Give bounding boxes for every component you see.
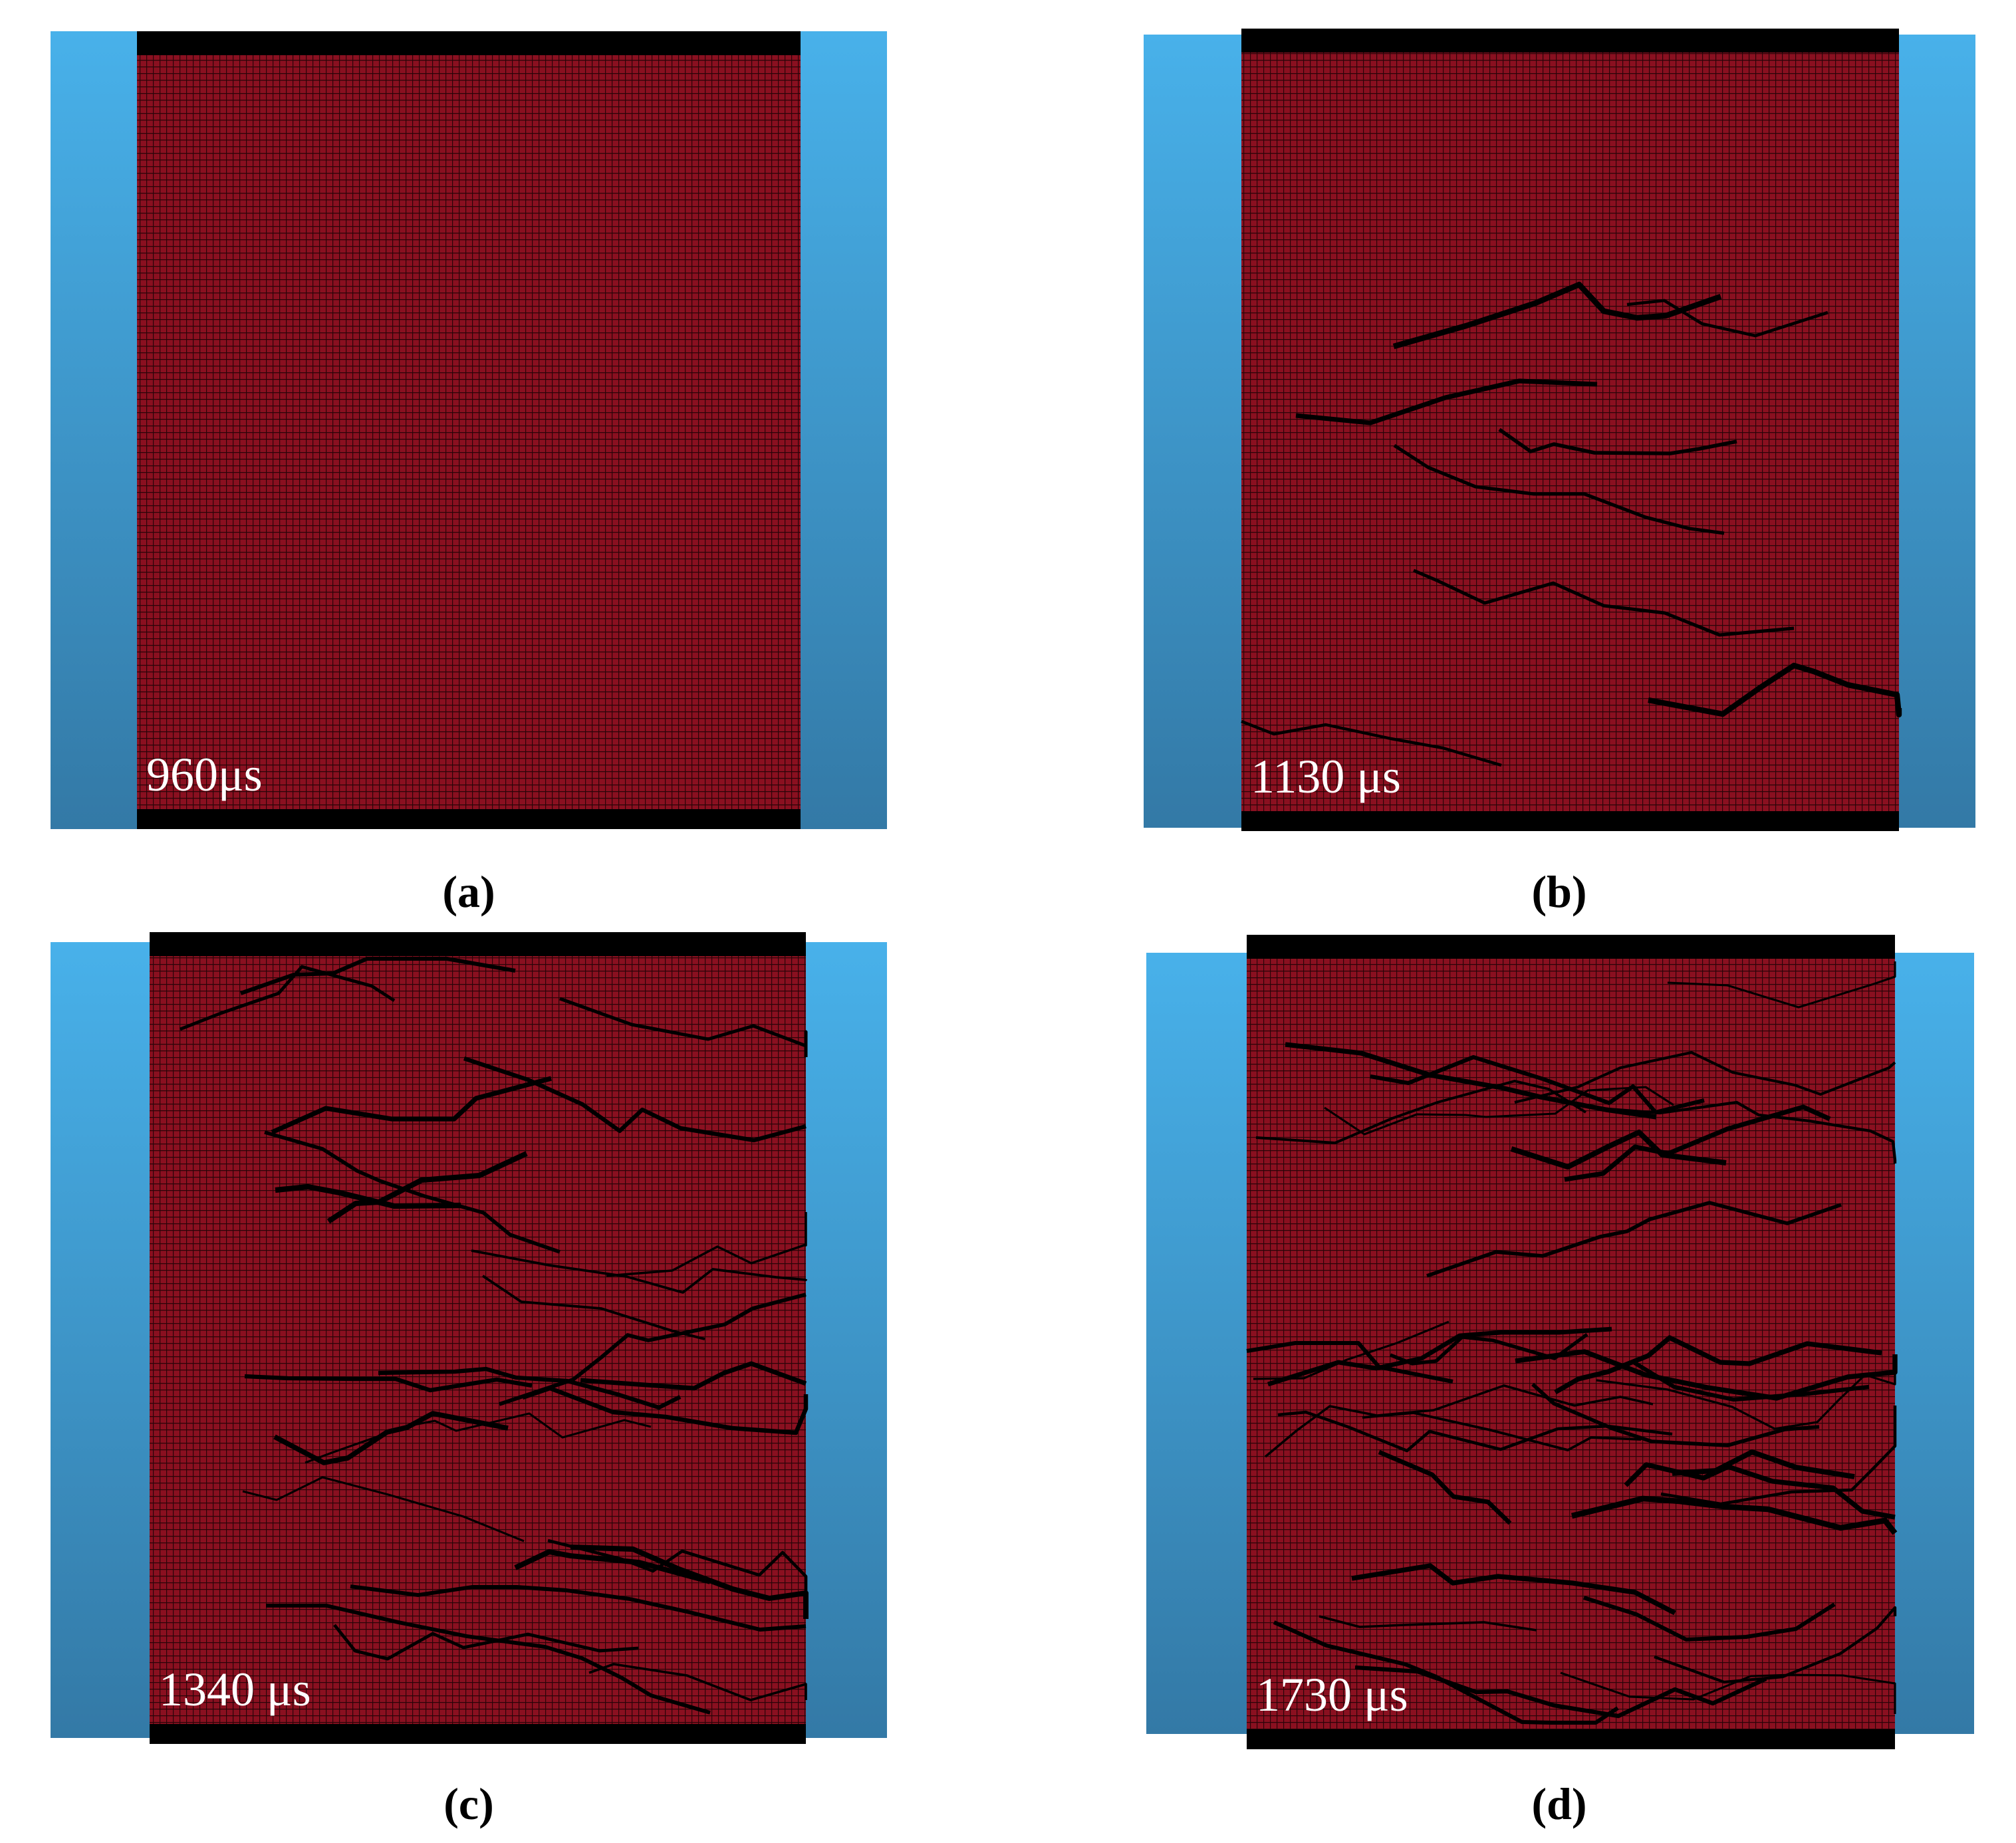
crack xyxy=(1319,1615,1537,1632)
crack xyxy=(1255,1080,1587,1144)
crack xyxy=(1531,1382,1820,1447)
crack xyxy=(1624,1462,1896,1520)
crack xyxy=(606,1212,807,1277)
crack xyxy=(1498,428,1737,455)
specimen-edge-bottom xyxy=(137,809,801,829)
crack xyxy=(463,1056,807,1143)
crack xyxy=(350,1584,807,1632)
crack xyxy=(1626,299,1828,338)
crack xyxy=(1264,1384,1654,1458)
specimen-mesh xyxy=(137,31,801,829)
panel: 1730 μs (d) xyxy=(1146,935,1974,1829)
crack xyxy=(271,1076,552,1135)
crack xyxy=(1560,1671,1896,1714)
crack xyxy=(1413,568,1795,637)
crack xyxy=(1510,1129,1727,1170)
panel: 1340 μs (c) xyxy=(51,932,887,1829)
crack xyxy=(1277,1410,1673,1453)
crack xyxy=(1393,443,1725,535)
crack xyxy=(275,1183,461,1209)
crack xyxy=(1285,1042,1657,1120)
specimen-edge-top xyxy=(1247,935,1895,959)
crack xyxy=(1267,1326,1612,1387)
crack xyxy=(1351,1563,1676,1616)
crack xyxy=(1660,1406,1897,1506)
time-label: 1130 μs xyxy=(1251,750,1401,803)
crack xyxy=(580,1361,807,1391)
time-label: 1340 μs xyxy=(159,1663,311,1716)
crack xyxy=(1390,1332,1588,1366)
crack xyxy=(1571,1495,1898,1535)
crack xyxy=(1667,961,1896,1009)
crack xyxy=(588,1663,807,1701)
crack xyxy=(333,1624,639,1661)
panel-caption: (b) xyxy=(1531,866,1586,917)
crack xyxy=(1273,1620,1619,1725)
panel-caption: (d) xyxy=(1531,1779,1586,1829)
specimen-edge-bottom xyxy=(1241,811,1899,831)
crack xyxy=(1392,281,1722,350)
crack xyxy=(1253,1320,1449,1380)
crack xyxy=(471,1249,807,1294)
crack xyxy=(1654,1606,1897,1684)
crack xyxy=(1672,1449,1855,1479)
crack xyxy=(521,1386,809,1435)
crack xyxy=(1596,1358,1896,1430)
crack xyxy=(1295,378,1598,426)
specimen-edge-bottom xyxy=(1247,1729,1895,1749)
time-label: 1730 μs xyxy=(1256,1668,1408,1721)
crack xyxy=(326,1151,528,1224)
crack xyxy=(242,1476,525,1542)
specimen-edge-top xyxy=(150,932,806,956)
crack xyxy=(1370,1054,1705,1115)
crack xyxy=(514,1549,711,1584)
crack xyxy=(1514,1050,1896,1104)
crack xyxy=(244,1374,533,1393)
specimen-edge-bottom xyxy=(150,1724,806,1744)
crack xyxy=(378,1366,682,1410)
crack xyxy=(1378,1449,1512,1525)
time-label: 960μs xyxy=(146,748,263,801)
panel-caption: (c) xyxy=(443,1779,493,1829)
specimen-edge-top xyxy=(137,31,801,55)
crack xyxy=(1246,1340,1453,1384)
specimen-edge-top xyxy=(1241,29,1899,53)
crack xyxy=(180,965,396,1031)
crack xyxy=(266,1604,711,1715)
crack xyxy=(1583,1596,1836,1642)
crack xyxy=(1598,1100,1897,1164)
crack xyxy=(1241,719,1502,767)
specimen-mesh xyxy=(150,932,806,1744)
crack xyxy=(559,997,808,1057)
panel: 960μs (a) xyxy=(51,31,887,917)
crack xyxy=(1554,1335,1882,1395)
crack xyxy=(1515,1349,1898,1401)
crack xyxy=(305,1412,652,1464)
panel-caption: (a) xyxy=(442,866,495,917)
crack xyxy=(1648,662,1902,718)
crack xyxy=(1324,1086,1674,1136)
crack xyxy=(499,1292,807,1406)
panel: 1130 μs (b) xyxy=(1144,29,1975,917)
crack xyxy=(1426,1201,1842,1278)
specimen-mesh xyxy=(1241,29,1899,831)
